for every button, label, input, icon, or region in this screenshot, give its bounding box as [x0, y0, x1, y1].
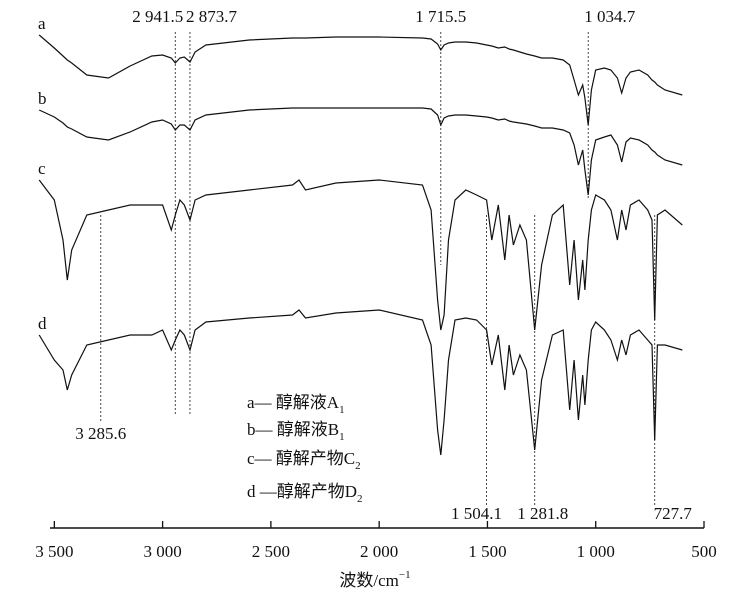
legend-sub: 2 — [355, 460, 361, 472]
x-axis-label: 波数/cm−1 — [339, 569, 410, 590]
x-tick-label: 2 000 — [360, 542, 398, 561]
legend-entry: c— 醇解产物C2 — [247, 449, 361, 472]
legend-text: c— 醇解产物C — [247, 449, 355, 468]
x-axis-label-sup: −1 — [399, 569, 411, 581]
x-tick-label: 3 500 — [35, 542, 73, 561]
series-label: b — [38, 89, 47, 108]
series-label: a — [38, 14, 46, 33]
legend-sub: 1 — [339, 431, 345, 443]
spectrum-line — [38, 179, 683, 331]
annotation-label: 1 281.8 — [517, 504, 568, 523]
legend-text: d —醇解产物D — [247, 482, 357, 501]
spectrum-line — [38, 309, 683, 456]
annotation-label: 727.7 — [654, 504, 693, 523]
legend-text: a— 醇解液A — [247, 393, 340, 412]
annotation-label: 2 941.5 — [132, 7, 183, 26]
legend-entry: b— 醇解液B1 — [247, 420, 345, 443]
legend-sub: 1 — [339, 404, 345, 416]
annotation-label: 1 504.1 — [451, 504, 502, 523]
spectrum-line — [38, 107, 683, 196]
annotation-label: 1 034.7 — [584, 7, 636, 26]
series-label: c — [38, 159, 46, 178]
legend-sub: 2 — [357, 493, 363, 505]
series-label: d — [38, 314, 47, 333]
annotation-label: 2 873.7 — [186, 7, 238, 26]
legend-entry: a— 醇解液A1 — [247, 393, 345, 416]
x-tick-label: 1 000 — [577, 542, 615, 561]
annotation-label: 3 285.6 — [75, 424, 126, 443]
legend-entry: d —醇解产物D2 — [247, 482, 363, 505]
x-axis-label-text: 波数/cm — [339, 571, 399, 590]
legend-text: b— 醇解液B — [247, 420, 339, 439]
x-tick-label: 2 500 — [252, 542, 290, 561]
annotation-label: 1 715.5 — [415, 7, 466, 26]
spectrum-line — [38, 34, 683, 126]
x-tick-label: 1 500 — [468, 542, 506, 561]
x-tick-label: 3 000 — [143, 542, 181, 561]
x-tick-label: 500 — [691, 542, 717, 561]
